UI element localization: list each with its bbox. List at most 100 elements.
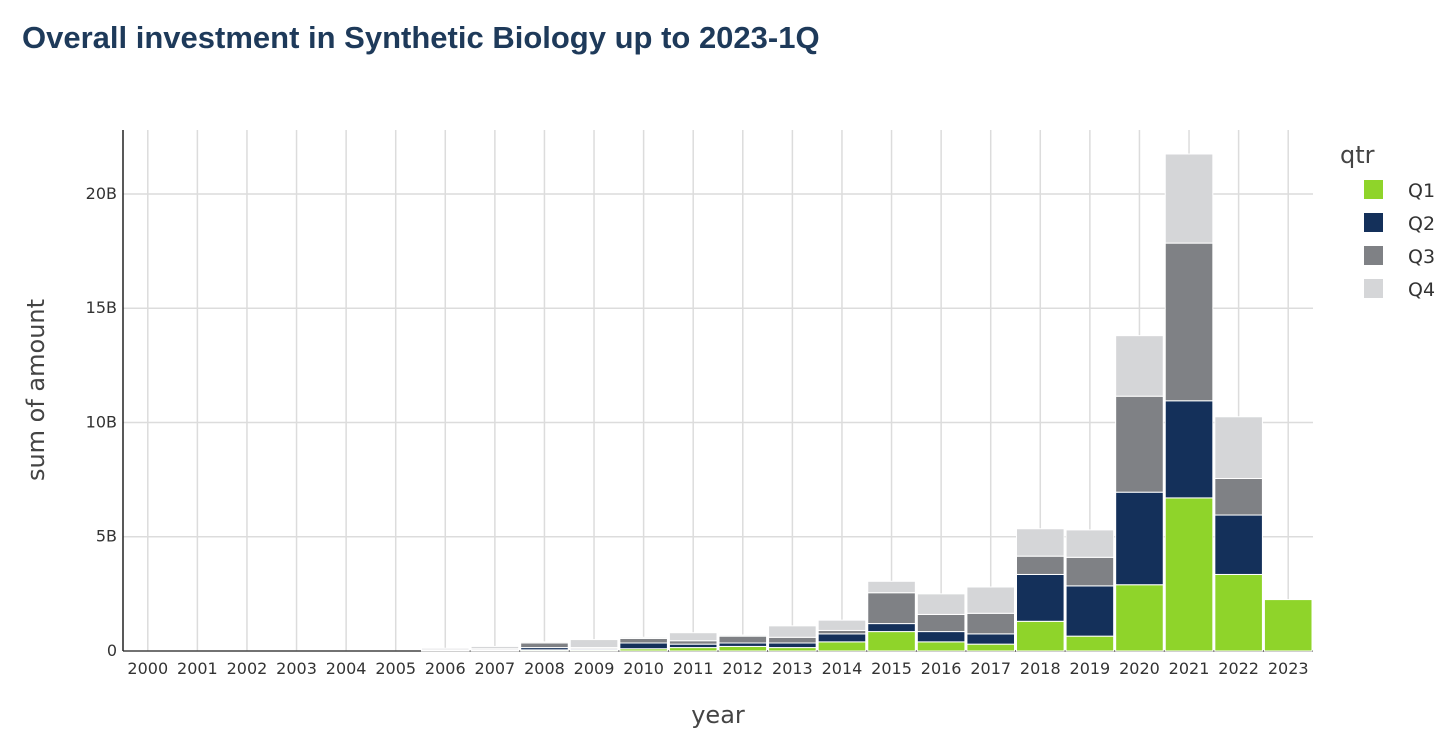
bar-q1-2013[interactable] (768, 647, 817, 652)
legend-items[interactable]: Q1 Q2 Q3 Q4 (1364, 180, 1435, 301)
bar-q2-2012[interactable] (718, 642, 768, 647)
bar-q1-2019[interactable] (1065, 635, 1115, 652)
bar-q3-2021[interactable] (1164, 242, 1214, 402)
x-tick-label: 2003 (276, 659, 317, 678)
bar-q4-2015[interactable] (867, 580, 916, 594)
x-axis-title: year (691, 701, 745, 729)
legend-swatch (1364, 180, 1383, 199)
bar-q4-2008[interactable] (520, 641, 569, 644)
bar-q2-2011[interactable] (668, 643, 718, 649)
bar-q4-2014[interactable] (817, 619, 867, 631)
bar-q3-2014[interactable] (817, 629, 867, 635)
legend-item-q3[interactable]: Q3 (1364, 246, 1435, 268)
bar-q4-2016[interactable] (916, 593, 966, 615)
bar-q4-2021[interactable] (1164, 153, 1214, 244)
bar-q3-2016[interactable] (916, 613, 966, 633)
x-tick-label: 2007 (475, 659, 516, 678)
bar-q4-2012[interactable] (718, 634, 768, 637)
x-tick-label: 2017 (970, 659, 1011, 678)
bar-q4-2009[interactable] (569, 639, 619, 649)
bar-q1-2023[interactable] (1263, 599, 1313, 652)
bar-q4-2011[interactable] (668, 632, 718, 642)
x-tick-label: 2014 (822, 659, 863, 678)
bar-q2-2018[interactable] (1016, 573, 1065, 622)
bar-q2-2017[interactable] (966, 633, 1016, 645)
bar-q3-2008[interactable] (520, 642, 569, 649)
bar-q1-2017[interactable] (966, 643, 1016, 652)
bar-q1-2022[interactable] (1214, 573, 1263, 652)
bar-q3-2013[interactable] (768, 636, 817, 644)
bar-q1-2021[interactable] (1164, 497, 1214, 652)
bar-q2-2015[interactable] (867, 623, 916, 633)
bar-q3-2012[interactable] (718, 635, 768, 644)
bar-q1-2018[interactable] (1016, 620, 1065, 652)
bar-q2-2022[interactable] (1214, 514, 1263, 575)
x-tick-label: 2013 (772, 659, 813, 678)
bar-q2-2013[interactable] (768, 642, 817, 649)
x-tick-label: 2023 (1268, 659, 1309, 678)
x-tick-label: 2021 (1169, 659, 1210, 678)
y-tick-label: 15B (86, 298, 117, 317)
bar-q4-2010[interactable] (619, 636, 668, 639)
bar-q1-2016[interactable] (916, 641, 966, 652)
bar-q4-2007[interactable] (470, 645, 520, 650)
bar-q1-2015[interactable] (867, 631, 916, 652)
legend-label: Q1 (1408, 180, 1435, 202)
bar-q3-2010[interactable] (619, 637, 668, 644)
legend-title: qtr (1340, 141, 1375, 169)
bar-q2-2019[interactable] (1065, 585, 1115, 637)
x-tick-label: 2006 (425, 659, 466, 678)
y-axis-title: sum of amount (22, 299, 50, 481)
bar-q1-2012[interactable] (718, 645, 768, 652)
x-tick-label: 2020 (1119, 659, 1160, 678)
x-tick-label: 2022 (1218, 659, 1259, 678)
legend[interactable]: qtr Q1 Q2 Q3 Q4 (1340, 141, 1435, 301)
x-tick-label: 2012 (722, 659, 763, 678)
legend-swatch (1364, 213, 1383, 232)
x-tick-label: 2009 (574, 659, 615, 678)
bar-q3-2017[interactable] (966, 612, 1016, 635)
x-tick-label: 2015 (871, 659, 912, 678)
bar-q3-2018[interactable] (1016, 555, 1065, 575)
x-tick-labels: 2000 2001 2002 2003 2004 2005 2006 2007 2008 2009… (127, 659, 1308, 678)
bar-q4-2013[interactable] (768, 625, 817, 638)
chart-title: Overall investment in Synthetic Biology … (22, 20, 820, 55)
x-tick-label: 2018 (1020, 659, 1061, 678)
bar-q3-2011[interactable] (668, 640, 718, 645)
y-tick-label: 10B (86, 412, 117, 431)
legend-label: Q3 (1408, 246, 1435, 268)
bar-q1-2014[interactable] (817, 641, 867, 652)
bar-q2-2016[interactable] (916, 631, 966, 643)
x-tick-label: 2010 (623, 659, 664, 678)
x-tick-label: 2000 (127, 659, 168, 678)
bar-q4-2020[interactable] (1115, 335, 1164, 397)
bar-q4-2006[interactable] (421, 647, 470, 651)
bar-q3-2019[interactable] (1065, 556, 1115, 587)
bar-q3-2020[interactable] (1115, 395, 1164, 493)
legend-swatch (1364, 279, 1383, 298)
bar-q3-2022[interactable] (1214, 477, 1263, 516)
y-tick-label: 20B (86, 184, 117, 203)
legend-item-q4[interactable]: Q4 (1364, 279, 1435, 301)
y-tick-label: 0 (107, 641, 117, 660)
bar-q1-2011[interactable] (668, 647, 718, 652)
bar-q2-2014[interactable] (817, 633, 867, 643)
bar-q4-2022[interactable] (1214, 416, 1263, 479)
legend-item-q2[interactable]: Q2 (1364, 213, 1435, 235)
bar-q2-2020[interactable] (1115, 491, 1164, 586)
bar-q3-2015[interactable] (867, 592, 916, 625)
bar-q2-2021[interactable] (1164, 400, 1214, 499)
bar-q4-2019[interactable] (1065, 529, 1115, 558)
x-tick-label: 2002 (227, 659, 268, 678)
bar-q4-2018[interactable] (1016, 528, 1065, 557)
bar-q4-2017[interactable] (966, 586, 1016, 614)
legend-label: Q4 (1408, 279, 1435, 301)
bar-q2-2010[interactable] (619, 642, 668, 650)
legend-item-q1[interactable]: Q1 (1364, 180, 1435, 202)
bars (421, 153, 1313, 652)
x-tick-label: 2016 (921, 659, 962, 678)
x-tick-label: 2001 (177, 659, 218, 678)
bar-q1-2020[interactable] (1115, 584, 1164, 652)
x-tick-label: 2005 (375, 659, 416, 678)
legend-label: Q2 (1408, 213, 1435, 235)
